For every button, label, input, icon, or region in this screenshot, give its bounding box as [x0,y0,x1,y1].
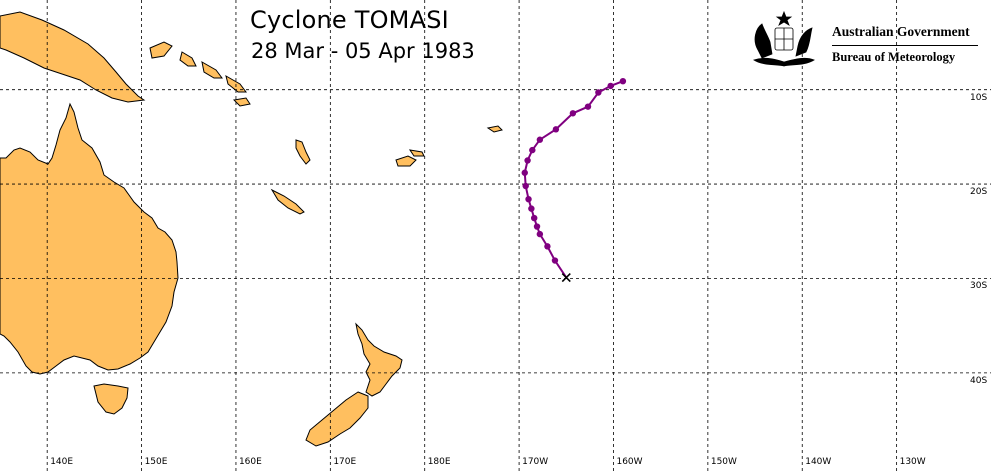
longitude-label: 180E [427,457,451,467]
latitude-label: 30S [970,281,988,292]
longitude-label: 160E [238,457,262,467]
government-branding: Australian Government Bureau of Meteorol… [748,10,984,72]
track-point [619,77,627,85]
longitude-label: 140E [50,457,74,467]
bougainville-landmass [179,51,197,67]
longitude-label: 170E [333,457,357,467]
cyclone-track [521,77,627,283]
latitude-label: 40S [970,375,988,386]
new-caledonia-landmass [270,188,305,215]
track-point [584,103,592,110]
track-point [569,110,577,117]
land-masses [0,11,503,447]
track-point [544,243,551,250]
track-point [529,146,536,154]
new-guinea-landmass [0,11,146,103]
samoa-landmass [486,125,503,133]
bureau-name: Bureau of Meteorology [832,50,956,64]
track-point [552,126,560,133]
longitude-label: 140W [805,457,832,467]
track-end-x-icon [561,272,571,283]
track-point [533,223,541,230]
solomon-islands-3-landmass [232,97,251,107]
track-point [528,205,535,212]
australia-landmass [0,102,179,375]
track-point [530,214,538,222]
track-point [522,182,529,190]
longitude-label: 130W [899,457,926,467]
track-point [525,195,532,203]
fiji-landmass [395,155,417,167]
tasmania-landmass [93,383,129,415]
longitude-label: 170W [522,457,549,467]
new-zealand-north-landmass [355,322,403,397]
new-zealand-south-landmass [305,391,369,447]
solomon-islands-landmass [201,61,223,79]
track-point [536,230,544,238]
latitude-label: 20S [970,187,988,198]
coat-of-arms-icon [753,10,815,67]
government-name: Australian Government [832,24,970,39]
map-subtitle: 28 Mar - 05 Apr 1983 [251,39,475,63]
vanuatu-landmass [295,139,311,165]
track-point [595,89,602,96]
track-point [524,157,531,164]
longitude-label: 150W [710,457,737,467]
longitude-label: 160W [616,457,643,467]
longitude-label: 150E [144,457,168,467]
track-point [551,257,559,264]
branding-divider [832,45,978,46]
latitude-label: 10S [970,92,988,103]
fiji-2-landmass [408,149,425,157]
map-title: Cyclone TOMASI [250,6,449,34]
track-point [536,136,544,143]
new-britain-landmass [149,41,173,59]
track-point [607,82,614,90]
track-point [521,169,528,176]
